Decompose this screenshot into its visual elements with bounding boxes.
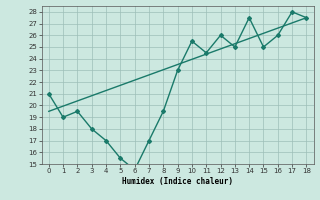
X-axis label: Humidex (Indice chaleur): Humidex (Indice chaleur) <box>122 177 233 186</box>
